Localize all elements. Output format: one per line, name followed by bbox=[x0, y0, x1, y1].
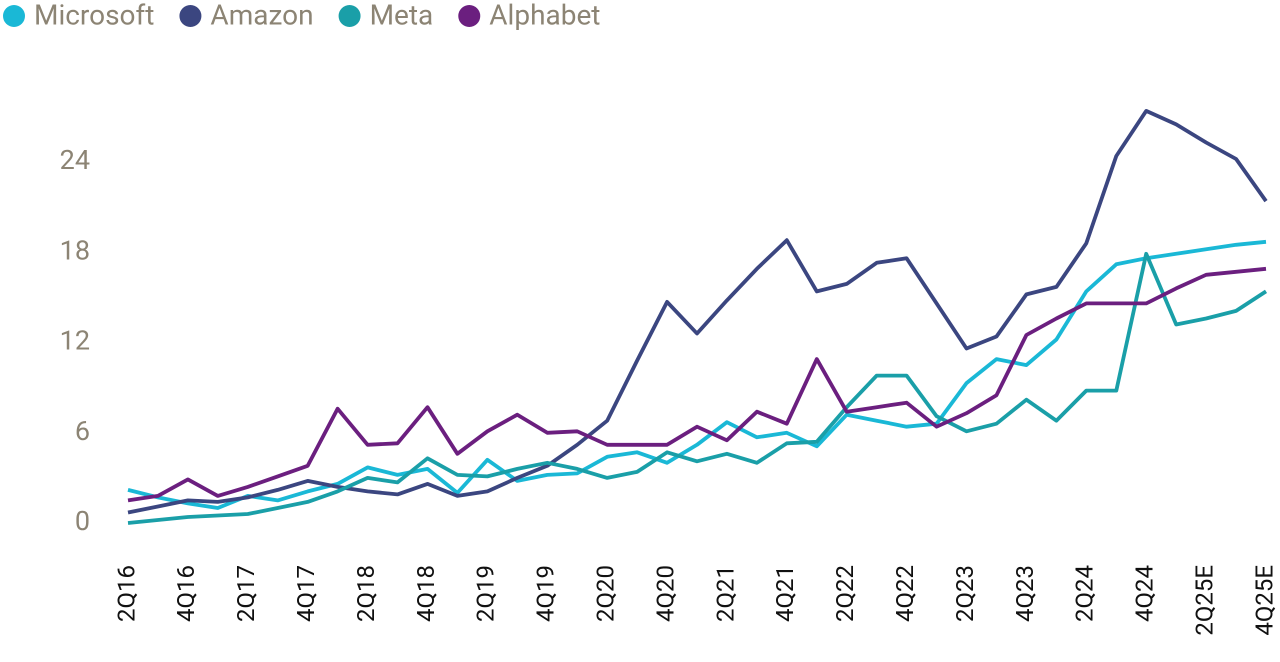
x-tick-label: 4Q23 bbox=[1011, 565, 1039, 622]
legend-swatch bbox=[3, 5, 25, 27]
x-tick-label: 2Q25E bbox=[1190, 565, 1218, 636]
y-tick-label: 24 bbox=[60, 144, 90, 176]
legend-swatch bbox=[338, 5, 361, 27]
x-tick-label: 2Q20 bbox=[592, 565, 620, 622]
series-line bbox=[127, 251, 1268, 525]
x-tick-label: 4Q19 bbox=[532, 565, 560, 622]
legend-swatch bbox=[179, 5, 202, 27]
legend-label: Microsoft bbox=[34, 0, 154, 31]
y-tick-label: 18 bbox=[60, 234, 90, 266]
series-line bbox=[127, 266, 1267, 503]
legend-label: Amazon bbox=[210, 0, 313, 31]
x-tick-label: 4Q17 bbox=[292, 565, 320, 622]
x-tick-label: 4Q21 bbox=[771, 565, 799, 622]
x-tick-label: 2Q16 bbox=[112, 565, 140, 622]
series-line bbox=[127, 109, 1268, 515]
x-tick-label: 2Q18 bbox=[352, 565, 380, 622]
x-tick-label: 2Q22 bbox=[831, 565, 859, 622]
x-tick-label: 4Q24 bbox=[1131, 565, 1159, 622]
x-tick-label: 2Q17 bbox=[232, 565, 260, 622]
legend-label: Meta bbox=[370, 0, 434, 31]
y-tick-label: 12 bbox=[60, 325, 90, 357]
y-tick-label: 0 bbox=[75, 505, 90, 537]
x-tick-label: 4Q18 bbox=[412, 565, 440, 622]
x-tick-label: 4Q22 bbox=[891, 565, 919, 622]
x-tick-label: 2Q21 bbox=[711, 565, 739, 622]
x-tick-label: 2Q23 bbox=[951, 565, 979, 622]
x-tick-label: 4Q20 bbox=[651, 565, 679, 622]
x-tick-label: 4Q16 bbox=[172, 565, 200, 622]
x-tick-label: 4Q25E bbox=[1250, 565, 1278, 636]
x-tick-label: 2Q19 bbox=[472, 565, 500, 622]
y-tick-label: 6 bbox=[75, 415, 90, 447]
legend-label: Alphabet bbox=[489, 0, 600, 31]
x-tick-label: 2Q24 bbox=[1071, 565, 1099, 622]
legend-swatch bbox=[458, 5, 481, 27]
